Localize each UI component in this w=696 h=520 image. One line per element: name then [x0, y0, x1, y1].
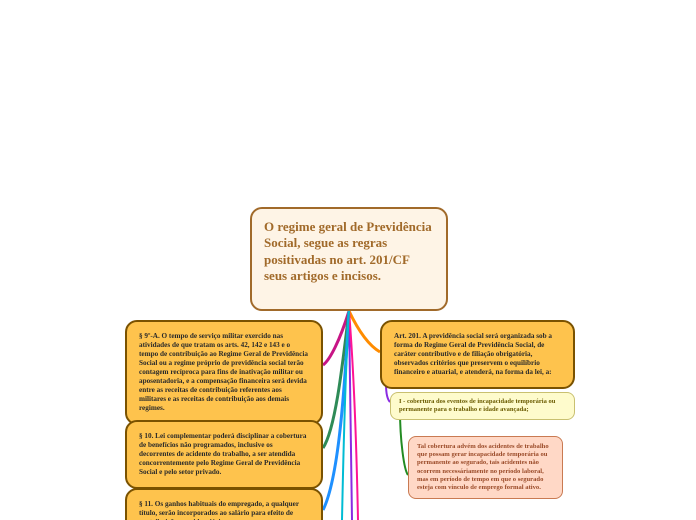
right-node-2-text: I - cobertura dos eventos de incapacidad…: [399, 398, 555, 413]
left-node-2-text: § 10. Lei complementar poderá disciplina…: [139, 432, 306, 476]
mindmap-canvas: O regime geral de Previdência Social, se…: [0, 0, 696, 520]
left-node-2[interactable]: § 10. Lei complementar poderá disciplina…: [125, 420, 323, 489]
right-node-2[interactable]: I - cobertura dos eventos de incapacidad…: [390, 392, 575, 420]
left-node-3-text: § 11. Os ganhos habituais do empregado, …: [139, 500, 299, 520]
root-node[interactable]: O regime geral de Previdência Social, se…: [250, 207, 448, 311]
left-node-1-text: § 9º-A. O tempo de serviço militar exerc…: [139, 332, 308, 412]
right-node-1-text: Art. 201. A previdência social será orga…: [394, 332, 552, 376]
root-text: O regime geral de Previdência Social, se…: [264, 219, 432, 283]
left-node-3[interactable]: § 11. Os ganhos habituais do empregado, …: [125, 488, 323, 520]
right-node-1[interactable]: Art. 201. A previdência social será orga…: [380, 320, 575, 389]
right-node-3-text: Tal cobertura advém dos acidentes de tra…: [417, 443, 549, 491]
right-node-3[interactable]: Tal cobertura advém dos acidentes de tra…: [408, 436, 563, 499]
left-node-1[interactable]: § 9º-A. O tempo de serviço militar exerc…: [125, 320, 323, 425]
